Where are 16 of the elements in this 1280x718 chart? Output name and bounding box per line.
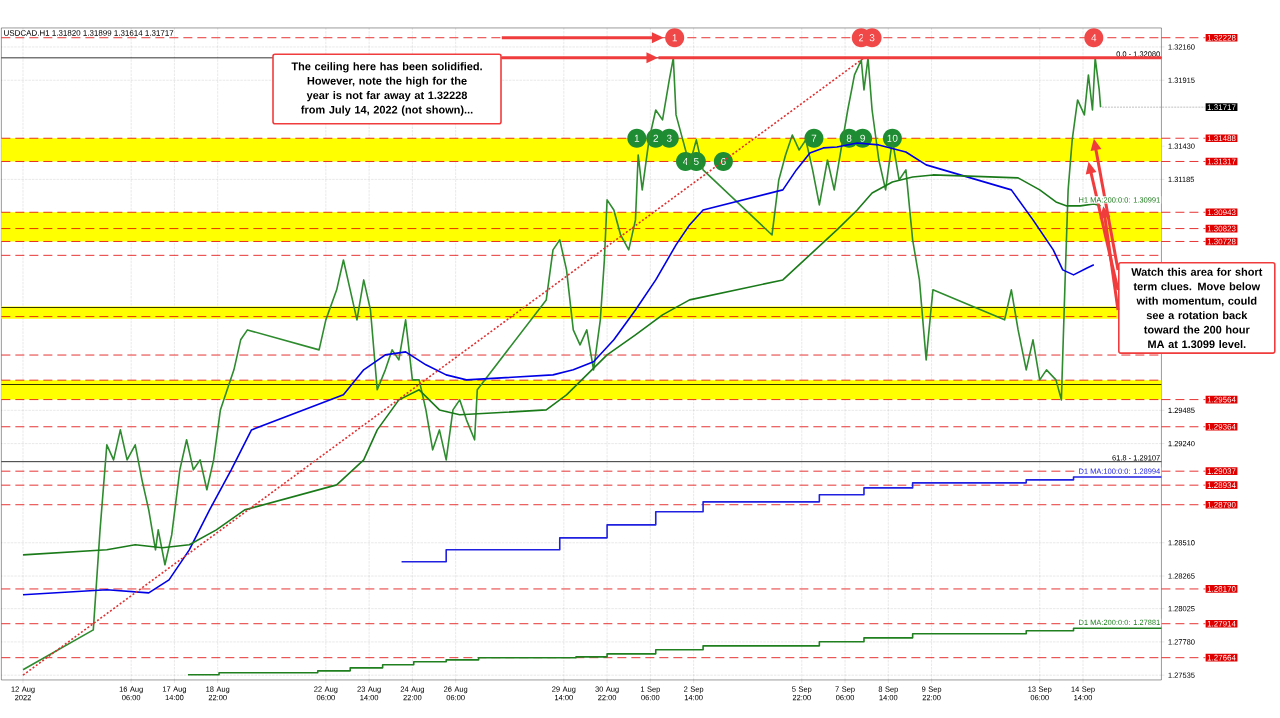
annotation: 9: [860, 134, 865, 142]
annotation: 7: [811, 134, 817, 142]
annotation: 2: [859, 34, 864, 42]
annotation: 6: [721, 157, 726, 165]
annotation: 4: [682, 158, 688, 165]
annotation: 3: [869, 34, 875, 42]
annotation: 3: [666, 134, 672, 142]
annotation: 8: [846, 134, 852, 142]
annotation: 5: [693, 158, 699, 165]
annotation: 10: [887, 134, 898, 142]
annotation: 1: [672, 34, 677, 42]
annotation: 1: [634, 134, 640, 142]
annotation: 2: [653, 134, 659, 142]
annotation: The ceiling here has been solidified. However, note the high for the year is not far away at 1.32228 from July 14, 2022 (not shown)...: [291, 62, 482, 116]
annotation: 4: [1091, 34, 1097, 42]
annotation: Watch this area for short term clues. Move below with momentum, could see a rotation back toward the 200 hour MA at 1.3099 level.: [1131, 267, 1263, 349]
